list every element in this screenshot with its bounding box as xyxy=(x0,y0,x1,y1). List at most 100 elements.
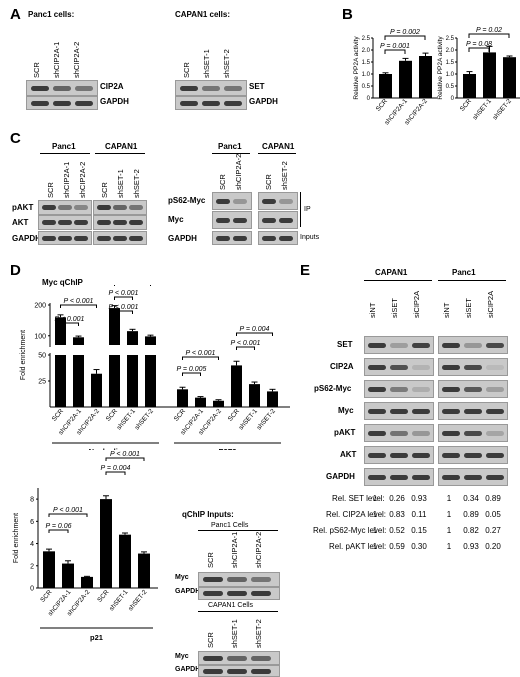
p-value-label: P = 0.02 xyxy=(476,27,502,34)
western-blot xyxy=(198,587,280,600)
bar xyxy=(231,365,242,407)
western-blot xyxy=(364,446,434,464)
western-blot xyxy=(364,424,434,442)
y-tick-label: 0 xyxy=(30,586,34,593)
x-tick-label: SCR xyxy=(173,408,187,423)
x-tick-label: SCR xyxy=(96,589,110,604)
lane-label: SCR xyxy=(100,182,109,198)
p-value-label: P < 0.001 xyxy=(55,316,85,323)
western-blot xyxy=(38,200,92,215)
significance-bracket xyxy=(384,35,426,40)
western-blot xyxy=(93,215,147,230)
blot-row-label: pAKT xyxy=(12,203,34,212)
bar xyxy=(91,373,102,407)
p-value-label: P = 0.004 xyxy=(101,465,131,472)
significance-bracket xyxy=(384,49,406,54)
y-tick-label: 6 xyxy=(30,519,34,526)
blot-row-label: GAPDH xyxy=(100,97,129,106)
x-tick-label: SCR xyxy=(39,589,53,604)
quant-value: 1 xyxy=(372,526,378,535)
group-label: Panc1 xyxy=(52,142,76,151)
lane-label: shSET-2 xyxy=(254,619,263,648)
x-tick-label: SCR xyxy=(105,408,119,423)
quant-value: 1 xyxy=(372,494,378,503)
bar xyxy=(55,355,66,407)
western-blot xyxy=(438,358,508,376)
x-tick-label: shSET-1 xyxy=(472,97,494,121)
quant-value: 0.26 xyxy=(389,494,405,503)
y-tick-label: 8 xyxy=(30,497,34,504)
y-tick-label: 0.5 xyxy=(446,84,455,90)
significance-bracket xyxy=(105,457,145,461)
lane-label: SCR xyxy=(206,632,215,648)
blot-row-label: SET xyxy=(249,82,265,91)
blot-row-label: CIP2A xyxy=(330,362,354,371)
significance-bracket xyxy=(48,529,69,533)
p-value-label: P = 0.004 xyxy=(240,326,270,333)
bar xyxy=(127,355,138,407)
significance-bracket xyxy=(182,372,201,376)
bar xyxy=(119,534,131,588)
bar xyxy=(62,563,74,588)
western-blot xyxy=(438,380,508,398)
ip-label: IP xyxy=(304,206,311,213)
quant-value: 0.89 xyxy=(463,510,479,519)
lane-label: shCIP2A-1 xyxy=(62,161,71,198)
y-tick-label: 0.5 xyxy=(362,84,371,90)
bar xyxy=(249,384,260,407)
y-tick-label: 50 xyxy=(38,353,46,360)
blot-row-label: AKT xyxy=(340,450,357,459)
western-blot xyxy=(198,651,280,665)
quant-value: 0.11 xyxy=(411,510,427,519)
y-tick-label: 1.0 xyxy=(362,72,371,78)
significance-bracket xyxy=(182,356,219,360)
y-tick-label: 2.5 xyxy=(446,36,455,42)
western-blot xyxy=(364,468,434,486)
western-blot xyxy=(364,402,434,420)
blot-row-label: GAPDH xyxy=(249,97,278,106)
significance-bracket xyxy=(114,310,133,314)
lane-label: shSET-1 xyxy=(202,49,211,78)
western-blot xyxy=(26,80,98,96)
panel-a-right-title: CAPAN1 cells: xyxy=(175,10,230,19)
x-tick-label: SCR xyxy=(227,408,241,423)
y-axis-label: Relative PP2A activity xyxy=(437,36,444,100)
western-blot xyxy=(93,200,147,215)
lane-label: shSET-2 xyxy=(222,49,231,78)
bar xyxy=(127,331,138,345)
western-blot xyxy=(38,215,92,230)
western-blot xyxy=(198,572,280,587)
blot-row-label: pAKT xyxy=(334,428,356,437)
lane-label: siCIP2A xyxy=(412,290,421,318)
western-blot xyxy=(38,231,92,245)
lane-label: SCR xyxy=(32,62,41,78)
x-tick-label: shSET-2 xyxy=(134,407,156,431)
bar xyxy=(145,336,156,345)
lane-label: siNT xyxy=(368,302,377,318)
y-axis-label: Fold enrichment xyxy=(20,330,27,380)
x-tick-label: shSET-2 xyxy=(127,588,149,612)
p-value-label: P = 0.06 xyxy=(45,523,71,530)
quant-value: 0.20 xyxy=(485,542,501,551)
blot-row-label: GAPDH xyxy=(326,472,355,481)
lane-label: SCR xyxy=(218,174,227,190)
y-tick-label: 200 xyxy=(34,303,46,310)
bar xyxy=(483,52,496,98)
significance-bracket xyxy=(468,33,510,38)
quant-value: 0.93 xyxy=(463,542,479,551)
cells-label: Panc1 Cells xyxy=(211,522,249,529)
panel-label-b: B xyxy=(342,6,353,23)
lane-label: shCIP2A-2 xyxy=(234,153,243,190)
bar xyxy=(463,74,476,98)
bar xyxy=(43,551,55,588)
bar xyxy=(195,397,206,407)
lane-label: shCIP2A-2 xyxy=(78,161,87,198)
group-label: Panc1 xyxy=(452,268,476,277)
western-blot xyxy=(258,231,298,245)
bar xyxy=(81,576,93,588)
quant-value: 0.82 xyxy=(463,526,479,535)
lane-label: siSET xyxy=(390,297,399,318)
bar xyxy=(73,337,84,345)
bar xyxy=(399,60,412,98)
